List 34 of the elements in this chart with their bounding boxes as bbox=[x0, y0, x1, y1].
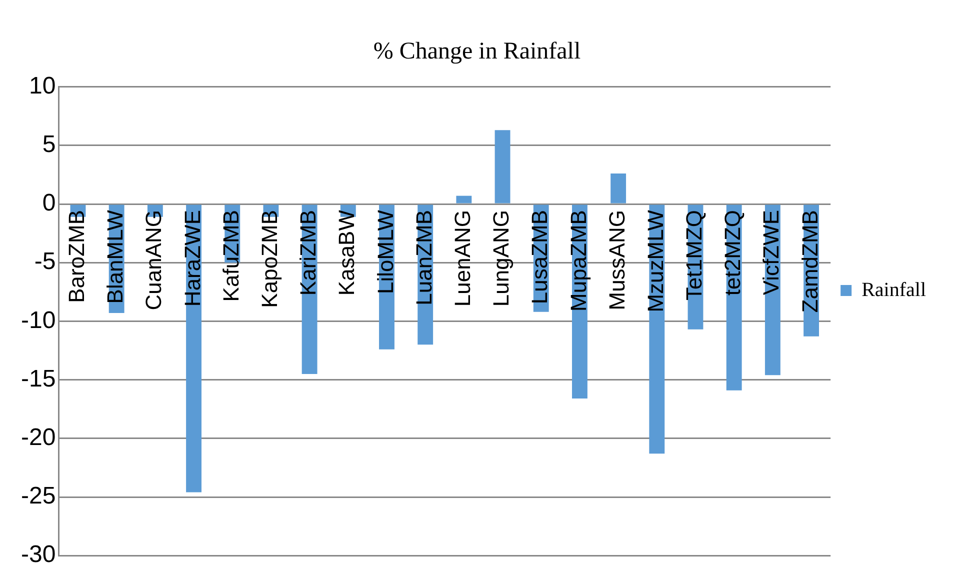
x-tick-label: Tet1MZQ bbox=[682, 210, 707, 300]
x-tick-label: KafuZMB bbox=[218, 210, 244, 302]
bar bbox=[456, 196, 472, 204]
x-tick-label: ZamdZMB bbox=[797, 210, 822, 313]
x-tick-label: LungANG bbox=[488, 210, 514, 307]
x-tick-label: MupaZMB bbox=[566, 210, 591, 312]
y-tick-label: -5 bbox=[34, 248, 56, 276]
x-tick-label: VicfZWE bbox=[758, 210, 784, 296]
y-tick-label: -15 bbox=[21, 365, 56, 392]
y-tick-label: 0 bbox=[42, 190, 56, 217]
y-tick-label: 5 bbox=[42, 131, 56, 158]
x-tick-label: MzuzMLW bbox=[642, 210, 668, 312]
x-tick-label: BaroZMB bbox=[64, 210, 90, 303]
x-tick-label: HaraZWE bbox=[180, 210, 205, 307]
y-tick-label: -10 bbox=[21, 306, 56, 334]
y-tick-label: -20 bbox=[21, 424, 56, 452]
x-tick-label: KapoZMB bbox=[257, 210, 282, 308]
y-tick-label: 10 bbox=[28, 72, 56, 100]
legend-label: Rainfall bbox=[862, 278, 926, 301]
bar bbox=[494, 130, 510, 204]
x-tick-label: tet2MZQ bbox=[720, 210, 746, 296]
bar bbox=[610, 174, 626, 204]
x-tick-label: MussANG bbox=[604, 210, 630, 310]
y-tick-label: -25 bbox=[21, 482, 56, 510]
x-tick-label: LiloMLW bbox=[372, 210, 398, 294]
x-tick-label: KariZMB bbox=[296, 210, 321, 296]
y-tick-label: -30 bbox=[21, 541, 56, 568]
chart-title: % Change in Rainfall bbox=[373, 38, 581, 65]
x-tick-label: CuanANG bbox=[141, 210, 166, 310]
x-tick-label: KasaBW bbox=[334, 210, 360, 296]
x-tick-label: LuenANG bbox=[450, 210, 475, 307]
x-tick-label: LusaZMB bbox=[527, 210, 552, 304]
x-tick-label: BlanMLW bbox=[102, 210, 128, 304]
x-tick-label: LuanZMB bbox=[411, 210, 436, 306]
